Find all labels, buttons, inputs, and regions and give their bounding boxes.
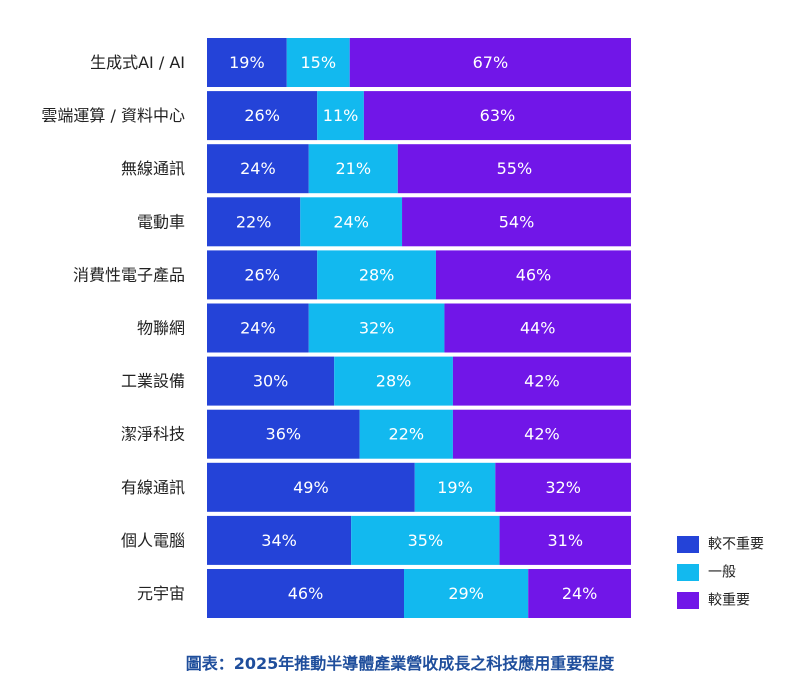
- bar-row: 26% 28% 46%: [207, 250, 631, 300]
- data-label: 32%: [545, 478, 581, 497]
- data-label: 19%: [437, 478, 473, 497]
- bar-segment: [207, 569, 405, 618]
- bar-segment: [334, 356, 453, 406]
- category-label: 元宇宙: [137, 584, 185, 603]
- data-label: 34%: [261, 531, 297, 550]
- chart-caption: 圖表：2025年推動半導體產業營收成長之科技應用重要程度: [185, 654, 615, 673]
- bar-row: 22% 24% 54%: [207, 197, 631, 247]
- category-label: 雲端運算 / 資料中心: [41, 106, 185, 125]
- data-label: 28%: [359, 265, 395, 284]
- bar-row: 19% 15% 67%: [207, 38, 631, 87]
- bar-segment: [397, 144, 631, 194]
- bar-segment: [435, 250, 631, 300]
- bar-rows: 19% 15% 67%26% 11% 63%24% 21% 55%22% 24% 54%26% 2…: [207, 38, 631, 618]
- data-label: 67%: [473, 53, 509, 72]
- bar-segment: [402, 197, 631, 247]
- data-label: 24%: [333, 212, 369, 231]
- category-label: 生成式AI / AI: [90, 53, 185, 72]
- data-label: 44%: [520, 319, 556, 338]
- bar-segment: [207, 250, 318, 300]
- data-label: 36%: [266, 425, 302, 444]
- bar-segment: [207, 91, 318, 141]
- data-label: 46%: [516, 265, 552, 284]
- data-label: 42%: [524, 372, 560, 391]
- bar-segment: [317, 250, 436, 300]
- data-label: 26%: [244, 265, 280, 284]
- bar-row: 24% 21% 55%: [207, 144, 631, 194]
- bar-segment: [351, 515, 500, 565]
- bar-segment: [300, 197, 403, 247]
- bar-segment: [317, 91, 364, 141]
- bar-segment: [495, 462, 631, 512]
- category-axis-labels: 生成式AI / AI 雲端運算 / 資料中心無線通訊電動車消費性電子產品物聯網工業…: [41, 53, 185, 603]
- data-label: 55%: [497, 159, 533, 178]
- bar-row: 26% 11% 63%: [207, 91, 631, 141]
- data-label: 63%: [480, 106, 516, 125]
- data-label: 11%: [323, 106, 359, 125]
- legend-swatch: [677, 536, 699, 553]
- stacked-bar-chart: 生成式AI / AI 雲端運算 / 資料中心無線通訊電動車消費性電子產品物聯網工業…: [41, 38, 764, 618]
- bar-segment: [207, 515, 352, 565]
- bar-segment: [414, 462, 496, 512]
- bar-segment: [444, 303, 631, 353]
- bar-segment: [359, 409, 453, 459]
- bar-segment: [207, 356, 335, 406]
- data-label: 29%: [448, 584, 484, 603]
- bar-segment: [528, 569, 631, 618]
- bar-segment: [349, 38, 631, 87]
- category-label: 無線通訊: [121, 159, 185, 178]
- data-label: 35%: [408, 531, 444, 550]
- bar-segment: [308, 144, 398, 194]
- data-label: 32%: [359, 319, 395, 338]
- legend-swatch: [677, 564, 699, 581]
- bar-row: 24% 32% 44%: [207, 303, 631, 353]
- data-label: 30%: [253, 372, 289, 391]
- bar-segment: [452, 409, 631, 459]
- bar-segment: [207, 409, 360, 459]
- category-label: 消費性電子產品: [73, 265, 185, 284]
- legend-label: 一般: [708, 565, 736, 581]
- data-label: 31%: [547, 531, 583, 550]
- bar-segment: [499, 515, 631, 565]
- legend-label: 較不重要: [708, 537, 764, 553]
- data-label: 46%: [288, 584, 324, 603]
- bar-segment: [404, 569, 529, 618]
- data-label: 21%: [335, 159, 371, 178]
- data-label: 42%: [524, 425, 560, 444]
- legend-swatch: [677, 592, 699, 609]
- bar-row: 30% 28% 42%: [207, 356, 631, 406]
- category-label: 個人電腦: [121, 531, 185, 550]
- data-label: 24%: [240, 159, 276, 178]
- data-label: 24%: [240, 319, 276, 338]
- bar-segment: [452, 356, 631, 406]
- category-label: 工業設備: [121, 372, 185, 391]
- bar-row: 49% 19% 32%: [207, 462, 631, 512]
- data-label: 15%: [300, 53, 336, 72]
- data-label: 19%: [229, 53, 265, 72]
- data-label: 24%: [562, 584, 598, 603]
- bar-segment: [207, 303, 309, 353]
- legend-label: 較重要: [708, 593, 750, 609]
- data-label: 28%: [376, 372, 412, 391]
- category-label: 潔淨科技: [121, 425, 185, 444]
- bar-segment: [363, 91, 631, 141]
- bar-row: 34% 35% 31%: [207, 515, 631, 565]
- data-label: 54%: [499, 212, 535, 231]
- category-label: 電動車: [137, 212, 185, 231]
- bar-row: 36% 22% 42%: [207, 409, 631, 459]
- bar-segment: [207, 462, 415, 512]
- data-label: 22%: [236, 212, 272, 231]
- bar-segment: [207, 144, 309, 194]
- bar-segment: [207, 197, 301, 247]
- data-label: 22%: [388, 425, 424, 444]
- bar-segment: [286, 38, 350, 87]
- category-label: 物聯網: [137, 319, 185, 338]
- bar-segment: [207, 38, 287, 87]
- data-label: 26%: [244, 106, 280, 125]
- bar-row: 46% 29% 24%: [207, 569, 631, 618]
- data-label: 49%: [293, 478, 329, 497]
- bar-segment: [308, 303, 445, 353]
- category-label: 有線通訊: [121, 478, 185, 497]
